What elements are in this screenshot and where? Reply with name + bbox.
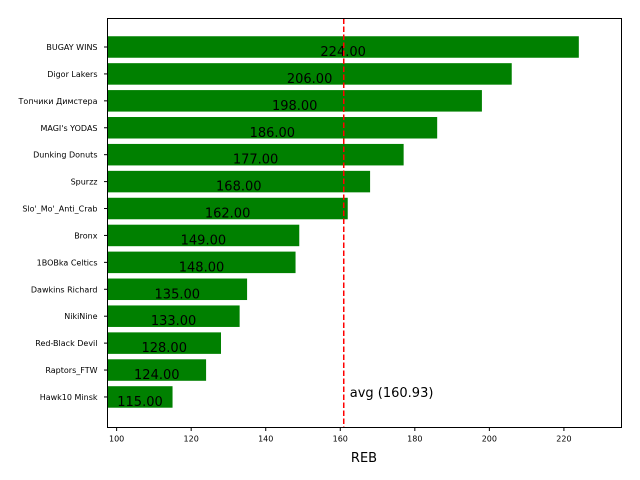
x-tick-label: 220 xyxy=(556,435,571,444)
bar-value-label: 149.00 xyxy=(181,233,227,248)
x-tick-label: 160 xyxy=(333,435,348,444)
y-tick-label: Hawk10 Minsk xyxy=(40,393,98,402)
bar xyxy=(107,278,248,301)
y-tick-label: Red-Black Devil xyxy=(35,339,97,348)
bar-value-label: 206.00 xyxy=(287,72,333,87)
y-tick-label: MAGI's YODAS xyxy=(40,124,97,133)
bar xyxy=(107,143,404,166)
bar-value-label: 168.00 xyxy=(216,180,262,195)
bar-value-label: 162.00 xyxy=(205,207,251,222)
axes-frame xyxy=(107,18,622,428)
bar xyxy=(107,117,438,139)
bar-value-label: 128.00 xyxy=(141,341,187,356)
y-tick-label: Slo'_Mo'_Anti_Crab xyxy=(22,205,97,214)
x-axis-label: REB xyxy=(351,451,377,466)
y-tick-label: Bronx xyxy=(74,231,98,240)
x-tick-label: 120 xyxy=(184,435,199,444)
bar xyxy=(107,305,240,327)
bar xyxy=(107,332,221,354)
y-tick-label: Raptors_FTW xyxy=(45,366,97,375)
bar xyxy=(107,197,348,220)
bar-value-label: 133.00 xyxy=(151,314,197,329)
y-tick-label: 1BOBka Celtics xyxy=(37,258,98,267)
y-tick-label: NikiNine xyxy=(64,312,97,321)
bar xyxy=(107,170,371,193)
x-tick-label: 140 xyxy=(258,435,273,444)
bar-value-label: 124.00 xyxy=(134,368,180,383)
y-tick-label: Spurzz xyxy=(71,178,98,187)
bar xyxy=(107,386,173,408)
y-tick-label: Dunking Donuts xyxy=(33,151,97,160)
x-tick-label: 100 xyxy=(109,435,124,444)
bar-value-label: 148.00 xyxy=(179,260,225,275)
y-tick-label: Топчики Димстера xyxy=(18,97,98,106)
bar-value-label: 198.00 xyxy=(272,99,318,114)
x-tick-label: 200 xyxy=(482,435,497,444)
bar xyxy=(107,224,300,247)
bar xyxy=(107,359,207,381)
bar-value-label: 186.00 xyxy=(250,126,296,141)
y-tick-label: Dawkins Richard xyxy=(31,285,98,294)
bar xyxy=(107,251,296,274)
y-tick-label: Digor Lakers xyxy=(47,70,97,79)
bar-value-label: 177.00 xyxy=(233,153,279,168)
bar-value-label: 115.00 xyxy=(117,395,163,410)
bar-value-label: 135.00 xyxy=(155,287,201,302)
bar xyxy=(107,90,482,112)
average-label: avg (160.93) xyxy=(350,386,434,401)
y-tick-label: BUGAY WINS xyxy=(46,43,97,52)
bar xyxy=(107,63,512,85)
x-tick-label: 180 xyxy=(407,435,422,444)
